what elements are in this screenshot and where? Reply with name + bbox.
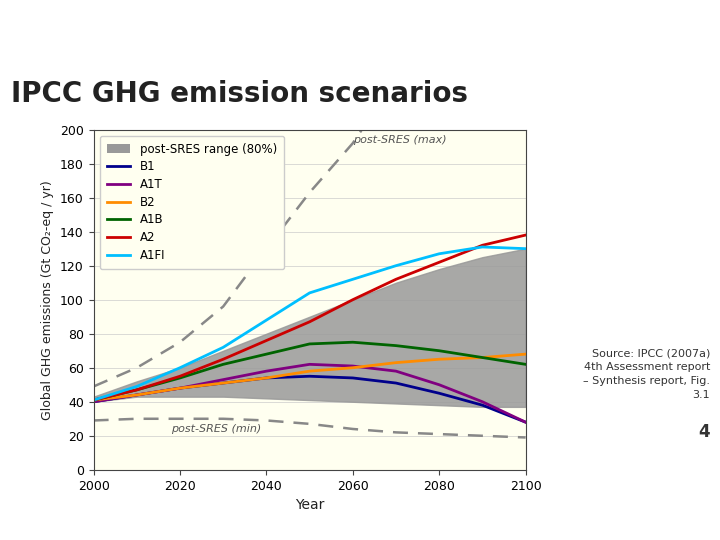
Line: A1FI: A1FI <box>94 247 526 400</box>
A1B <box>132 387 141 393</box>
B1 <box>521 419 530 426</box>
B2 <box>521 351 530 357</box>
A1B <box>392 342 400 349</box>
B1 <box>478 402 487 408</box>
A1FI <box>176 364 184 371</box>
B1 <box>305 373 314 380</box>
A1T <box>521 419 530 426</box>
B2 <box>348 364 357 371</box>
A1FI <box>435 251 444 257</box>
B1 <box>89 399 98 405</box>
B2 <box>478 354 487 361</box>
Line: A1B: A1B <box>94 342 526 400</box>
A1FI <box>478 244 487 250</box>
B1 <box>219 380 228 386</box>
B1 <box>262 375 271 381</box>
A1T <box>348 363 357 369</box>
B2 <box>392 360 400 366</box>
A1B <box>305 341 314 347</box>
A1B <box>176 375 184 381</box>
B2 <box>435 356 444 362</box>
A1B <box>348 339 357 346</box>
A1T <box>219 376 228 383</box>
A1FI <box>305 289 314 296</box>
A2 <box>219 356 228 362</box>
A1B <box>89 397 98 403</box>
A1B <box>435 348 444 354</box>
B2 <box>305 368 314 374</box>
A2 <box>89 397 98 403</box>
B1 <box>176 385 184 392</box>
A1FI <box>521 245 530 252</box>
B1 <box>348 375 357 381</box>
B1 <box>435 390 444 396</box>
Y-axis label: Global GHG emissions (Gt CO₂-eq / yr): Global GHG emissions (Gt CO₂-eq / yr) <box>42 180 55 420</box>
A1FI <box>89 397 98 403</box>
A2 <box>478 242 487 248</box>
B2 <box>89 397 98 403</box>
A1T <box>176 385 184 392</box>
Line: B1: B1 <box>94 376 526 422</box>
A2 <box>348 296 357 303</box>
A1B <box>219 361 228 368</box>
A1T <box>435 381 444 388</box>
A1B <box>521 361 530 368</box>
A2 <box>176 373 184 380</box>
Line: A2: A2 <box>94 235 526 400</box>
A1B <box>262 351 271 357</box>
A1T <box>305 361 314 368</box>
A2 <box>262 338 271 344</box>
A1T <box>132 392 141 398</box>
A1FI <box>219 344 228 350</box>
Text: post-SRES (max): post-SRES (max) <box>353 135 446 145</box>
Legend: post-SRES range (80%), B1, A1T, B2, A1B, A2, A1FI: post-SRES range (80%), B1, A1T, B2, A1B,… <box>99 136 284 269</box>
B1 <box>392 380 400 386</box>
A1T <box>262 368 271 374</box>
B2 <box>176 385 184 392</box>
Text: IPCC GHG emission scenarios: IPCC GHG emission scenarios <box>11 80 468 109</box>
A2 <box>392 276 400 282</box>
A2 <box>435 259 444 266</box>
X-axis label: Year: Year <box>295 498 324 512</box>
A1T <box>392 368 400 374</box>
B2 <box>262 375 271 381</box>
B1 <box>132 392 141 398</box>
Line: A1T: A1T <box>94 364 526 422</box>
Line: B2: B2 <box>94 354 526 400</box>
A2 <box>521 232 530 238</box>
A2 <box>305 319 314 325</box>
A1T <box>478 399 487 405</box>
Text: post-SRES (min): post-SRES (min) <box>171 424 261 434</box>
A2 <box>132 387 141 393</box>
B2 <box>219 380 228 386</box>
A1FI <box>262 317 271 323</box>
A1FI <box>392 262 400 269</box>
Text: Source: IPCC (2007a)
4th Assessment report
– Synthesis report, Fig.
3.1: Source: IPCC (2007a) 4th Assessment repo… <box>583 348 710 400</box>
A1T <box>89 399 98 405</box>
A1FI <box>348 276 357 282</box>
B2 <box>132 392 141 398</box>
Text: 4: 4 <box>698 422 710 441</box>
A1B <box>478 354 487 361</box>
A1FI <box>132 383 141 390</box>
